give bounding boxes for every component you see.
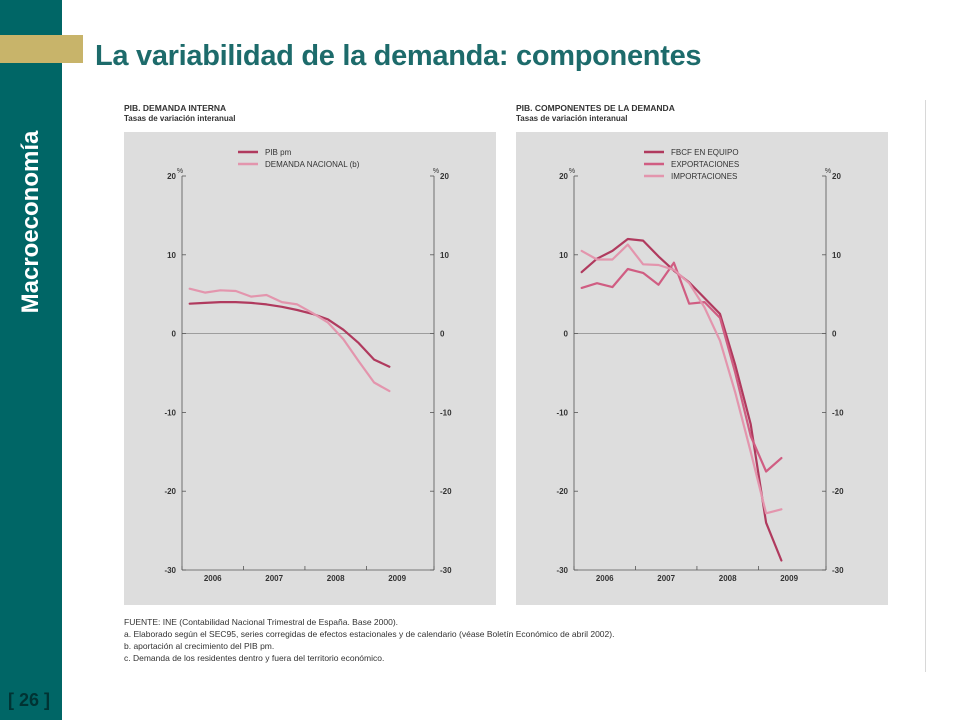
y-tick-label-left: -20 [556, 487, 568, 496]
y-tick-label-right: -20 [832, 487, 844, 496]
page-number: [ 26 ] [8, 690, 51, 710]
chart-subtitle: Tasas de variación interanual [516, 114, 627, 123]
x-tick-label: 2009 [780, 574, 798, 583]
y-tick-label-right: 10 [832, 251, 841, 260]
y-tick-label-left: 10 [559, 251, 568, 260]
note-c: c. Demanda de los residentes dentro y fu… [124, 653, 385, 663]
chart-title: PIB. DEMANDA INTERNA [124, 103, 226, 113]
note-b: b. aportación al crecimiento del PIB pm. [124, 641, 275, 651]
y-unit-right: % [433, 168, 439, 175]
y-tick-label-left: -20 [164, 487, 176, 496]
chart-subtitle: Tasas de variación interanual [124, 114, 235, 123]
x-tick-label: 2008 [719, 574, 737, 583]
y-tick-label-left: -10 [164, 408, 176, 417]
right-divider [925, 100, 926, 672]
chart-panel [124, 132, 496, 605]
x-tick-label: 2007 [265, 574, 283, 583]
y-tick-label-right: -30 [832, 566, 844, 575]
chart-panel [516, 132, 888, 605]
y-tick-label-right: 0 [440, 330, 445, 339]
y-unit-left: % [569, 168, 575, 175]
chart-notes: FUENTE: INE (Contabilidad Nacional Trime… [124, 616, 614, 664]
legend-label: FBCF EN EQUIPO [671, 148, 739, 157]
accent-bar [0, 35, 83, 63]
slide-title: La variabilidad de la demanda: component… [95, 40, 702, 72]
x-tick-label: 2006 [596, 574, 614, 583]
y-tick-label-left: 0 [564, 330, 569, 339]
y-tick-label-left: -30 [556, 566, 568, 575]
note-a: a. Elaborado según el SEC95, series corr… [124, 629, 615, 639]
y-tick-label-left: 10 [167, 251, 176, 260]
y-tick-label-left: 20 [167, 172, 176, 181]
x-tick-label: 2007 [657, 574, 675, 583]
y-tick-label-left: -10 [556, 408, 568, 417]
legend-label: IMPORTACIONES [671, 172, 737, 181]
chart-title: PIB. COMPONENTES DE LA DEMANDA [516, 103, 675, 113]
y-tick-label-right: 0 [832, 330, 837, 339]
x-tick-label: 2008 [327, 574, 345, 583]
y-tick-label-left: -30 [164, 566, 176, 575]
series-line-3 [580, 243, 783, 515]
y-unit-left: % [177, 168, 183, 175]
y-tick-label-right: -20 [440, 487, 452, 496]
series-line-1 [188, 301, 391, 368]
legend-label: PIB pm [265, 148, 292, 157]
y-tick-label-right: 20 [440, 172, 449, 181]
y-tick-label-right: -30 [440, 566, 452, 575]
series-line-2 [580, 261, 783, 473]
y-tick-label-right: -10 [832, 408, 844, 417]
series-line-2 [188, 287, 391, 393]
sidebar [0, 0, 62, 720]
y-tick-label-right: -10 [440, 408, 452, 417]
legend-label: DEMANDA NACIONAL (b) [265, 160, 360, 169]
x-tick-label: 2006 [204, 574, 222, 583]
legend-label: EXPORTACIONES [671, 160, 739, 169]
y-tick-label-left: 0 [172, 330, 177, 339]
y-unit-right: % [825, 168, 831, 175]
y-tick-label-right: 10 [440, 251, 449, 260]
note-source: FUENTE: INE (Contabilidad Nacional Trime… [124, 617, 399, 627]
y-tick-label-right: 20 [832, 172, 841, 181]
x-tick-label: 2009 [388, 574, 406, 583]
y-tick-label-left: 20 [559, 172, 568, 181]
